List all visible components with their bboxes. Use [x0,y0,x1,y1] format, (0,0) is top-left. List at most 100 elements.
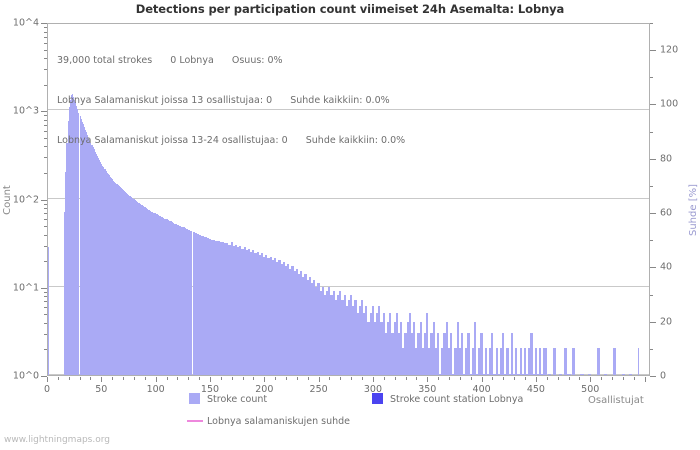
y2-tick-major [650,376,656,377]
bar [415,348,418,375]
bar [510,332,513,375]
x-axis-tick-label: 50 [95,384,108,395]
bar [587,374,592,375]
y2-tick-major [650,50,656,51]
bar [201,235,203,375]
bar [169,221,171,375]
bar [460,332,464,375]
bar [134,200,136,375]
y2-tick-major [650,104,656,105]
x-tick-minor [123,377,124,380]
bar [109,176,111,375]
x-axis-tick-label: 0 [43,384,51,395]
bar [419,321,422,375]
bar [141,204,143,375]
bar [352,306,355,375]
x-tick-minor [569,377,570,380]
bar [187,229,189,375]
bar [182,227,184,375]
bar [180,226,182,375]
bar [136,200,138,375]
y2-tick-major [650,267,656,268]
bar [132,198,134,375]
x-axis-tick-label: 150 [200,384,220,395]
bar [426,313,429,375]
bar [125,192,127,375]
x-axis-tick-label: 300 [363,384,383,395]
bar [228,244,231,375]
bar [250,251,253,375]
bar [170,221,172,375]
bar [176,224,178,375]
bar [441,348,444,375]
bar [168,220,170,375]
x-tick-minor [297,377,298,380]
bar [308,276,311,375]
bar [258,254,261,375]
x-tick-minor [221,377,222,380]
gridline [48,197,649,199]
bar [92,147,94,375]
bar [87,135,89,375]
bar [297,273,301,375]
x-tick-minor [514,377,515,380]
bar [310,283,314,375]
bar [68,107,70,375]
x-tick-minor [351,377,352,380]
bar [95,153,97,375]
bar [497,374,500,375]
bar [291,266,294,375]
x-tick-major [319,377,320,382]
bar [69,99,71,375]
bar [539,348,542,375]
bar [130,196,132,375]
bar [302,276,305,375]
x-tick-major [645,377,646,382]
x-axis-tick-label: 450 [526,384,545,395]
x-tick-minor [362,377,363,380]
x-tick-minor [340,377,341,380]
bar [113,180,115,375]
bar [154,213,156,375]
bar [267,258,270,375]
bar [484,348,487,375]
bar [115,182,117,375]
bar [221,242,224,375]
y-axis-left-tick-label: 10^2 [12,194,39,205]
bar [120,188,122,375]
bar [380,321,383,375]
bar [321,286,324,375]
x-tick-minor [579,377,580,380]
y-axis-left-tick-label: 10^3 [12,105,39,117]
bar [149,210,151,375]
bar [547,374,551,375]
gridline [48,109,649,111]
bar [495,348,498,375]
x-tick-minor [275,377,276,380]
bar [458,348,461,375]
bar [536,374,540,375]
bar [143,206,145,375]
bar [423,332,427,375]
bar [319,290,322,375]
bar [528,348,531,375]
bar [171,222,173,375]
bar [86,132,88,375]
bar [138,202,140,375]
bar [341,300,344,375]
bar [96,156,98,375]
bar [330,295,333,375]
bar [185,229,188,375]
bar [207,237,209,375]
bar [192,231,194,375]
bar [265,254,268,375]
y-axis-left-tick-label: 10^0 [12,370,39,382]
bar [515,348,518,375]
bar [80,118,82,375]
bar [206,237,208,375]
bar [397,332,401,375]
x-axis-tick-label: 500 [581,384,600,395]
bar [155,213,157,375]
x-tick-minor [90,377,91,380]
bar [175,223,177,375]
